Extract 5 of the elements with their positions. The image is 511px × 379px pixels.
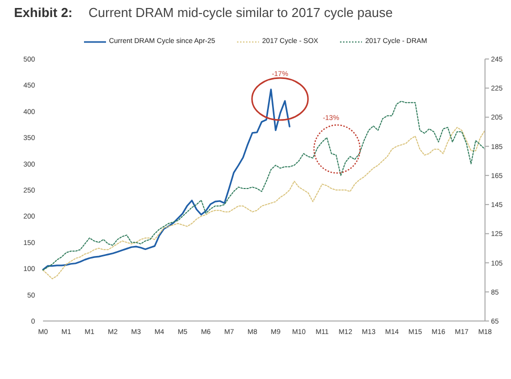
chart-title: Exhibit 2: [14, 5, 73, 20]
line-series [42, 100, 486, 271]
line-series [42, 88, 290, 270]
line-series [42, 126, 486, 280]
chart-subtitle: Current DRAM mid-cycle similar to 2017 cycle pause [88, 5, 393, 20]
